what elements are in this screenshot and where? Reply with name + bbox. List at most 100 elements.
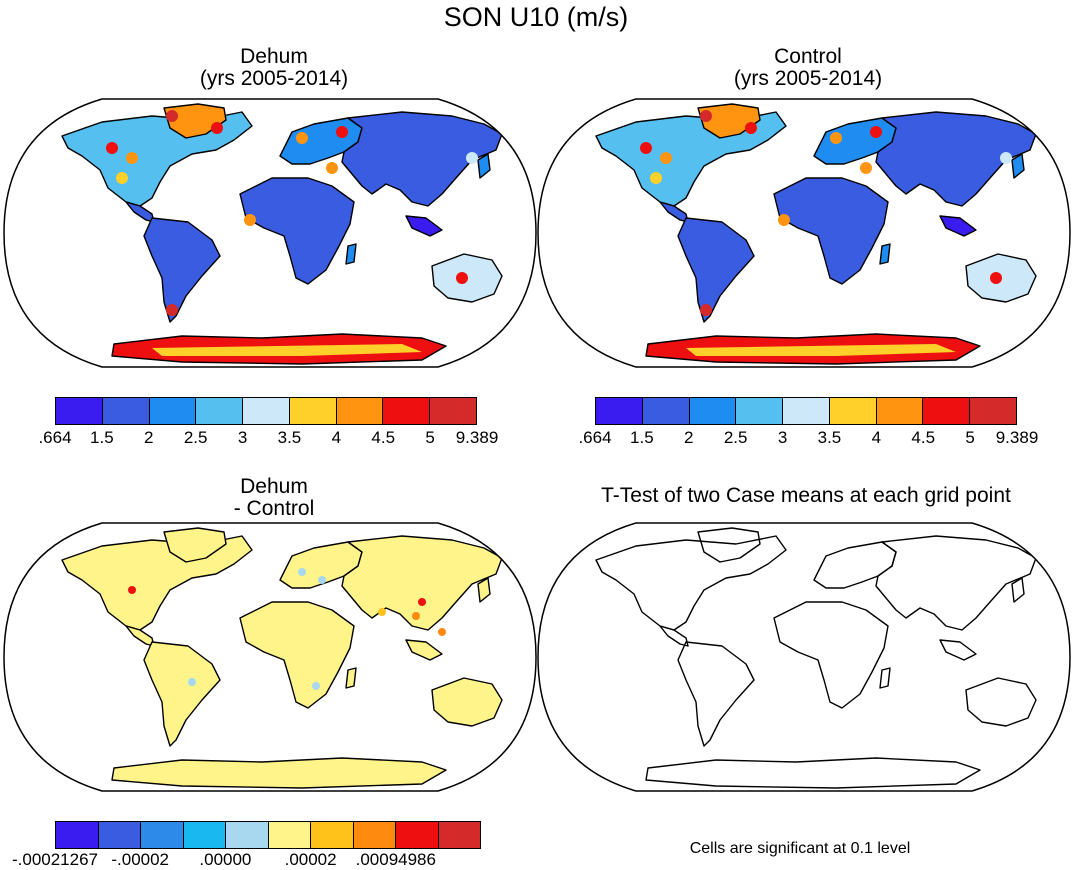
continent-antarctica — [111, 757, 447, 789]
map-border — [3, 522, 537, 792]
wind-speed-patch — [116, 172, 128, 184]
map-border — [3, 98, 537, 368]
colorbar-tick-label: -.00002 — [111, 850, 170, 869]
colorbar-swatch — [183, 822, 226, 848]
continent-japan — [477, 577, 491, 603]
colorbar-swatch — [970, 398, 1017, 424]
difference-colorbar-labels: -.00021267 -.00002 .00000 .00002 .00094986 — [12, 850, 481, 870]
colorbar-swatch — [141, 822, 184, 848]
continent-australia — [431, 677, 503, 727]
significance-note: Cells are significant at 0.1 level — [689, 840, 911, 857]
wind-speed-patch — [296, 132, 308, 144]
continent-northAmerica — [595, 111, 787, 207]
continent-australia — [965, 677, 1037, 727]
colorbar-swatch — [736, 398, 784, 424]
ttest-panel-title: T-Test of two Case means at each grid po… — [601, 484, 1011, 507]
difference-patch — [418, 598, 426, 606]
colorbar-swatch — [396, 822, 439, 848]
continent-indonesia — [939, 639, 977, 661]
colorbar-swatch — [383, 398, 431, 424]
continent-asia — [341, 535, 503, 631]
colorbar-swatch — [829, 398, 877, 424]
difference-patch — [438, 628, 446, 636]
wind-speed-patch — [640, 142, 652, 154]
wind-speed-patch — [106, 142, 118, 154]
colorbar-tick-label: 4 — [871, 428, 882, 447]
figure-title: SON U10 (m/s) — [443, 2, 629, 32]
dehum-title-line2: (yrs 2005-2014) — [199, 67, 349, 90]
continent-africa — [773, 177, 889, 285]
continent-asia — [875, 535, 1037, 631]
wind-speed-patch — [650, 172, 662, 184]
colorbar-swatch — [149, 398, 197, 424]
colorbar-swatch — [311, 822, 354, 848]
continent-asia — [341, 111, 503, 207]
colorbar-swatch — [642, 398, 690, 424]
difference-patch — [298, 568, 306, 576]
continent-southAmerica — [677, 217, 755, 323]
colorbar-swatch — [783, 398, 830, 424]
continent-antarctica — [645, 757, 981, 789]
wind-speed-patch — [778, 214, 790, 226]
difference-panel-title: Dehum - Control — [94, 476, 454, 520]
control-panel-title: Control (yrs 2005-2014) — [628, 46, 988, 90]
ttest-map — [537, 522, 1071, 792]
dehum-title-line1: Dehum — [240, 45, 308, 68]
colorbar-tick-label: 4.5 — [911, 428, 936, 447]
colorbar-swatch — [243, 398, 290, 424]
continent-japan — [477, 153, 491, 179]
map-border — [537, 522, 1071, 792]
control-map — [537, 98, 1071, 368]
continent-northAmerica — [595, 535, 787, 631]
colorbar-tick-label: .664 — [578, 428, 612, 447]
continent-indonesia — [405, 215, 443, 237]
wind-speed-patch — [456, 272, 468, 284]
continent-southAmerica — [143, 641, 221, 747]
antarctic-wind-band — [152, 344, 422, 356]
control-colorbar-labels: .664 1.5 2 2.5 3 3.5 4 4.5 5 9.389 — [578, 428, 1038, 448]
colorbar-tick-label: 5 — [965, 428, 975, 447]
control-title-line2: (yrs 2005-2014) — [733, 67, 883, 90]
colorbar-swatch — [353, 822, 396, 848]
wind-speed-patch — [126, 152, 138, 164]
continent-indonesia — [939, 215, 977, 237]
continent-madagascar — [879, 667, 891, 689]
dehum-colorbar — [55, 397, 477, 425]
difference-patch — [128, 586, 136, 594]
colorbar-swatch — [98, 822, 141, 848]
wind-speed-patch — [166, 110, 178, 122]
wind-speed-patch — [990, 272, 1002, 284]
colorbar-tick-label: 5 — [425, 428, 435, 447]
colorbar-swatch — [56, 398, 103, 424]
colorbar-tick-label: .00002 — [284, 850, 337, 869]
wind-speed-patch — [870, 126, 882, 138]
wind-speed-patch — [244, 214, 256, 226]
colorbar-tick-label: 2 — [144, 428, 154, 447]
wind-speed-patch — [830, 132, 842, 144]
continent-southAmerica — [143, 217, 221, 323]
colorbar-tick-label: 9.389 — [995, 428, 1039, 447]
colorbar-tick-label: 3 — [237, 428, 248, 447]
colorbar-tick-label: -.00021267 — [11, 850, 99, 869]
control-colorbar — [595, 397, 1017, 425]
colorbar-tick-label: 1.5 — [90, 428, 114, 447]
continent-europe — [813, 541, 897, 589]
colorbar-swatch — [596, 398, 643, 424]
colorbar-swatch — [430, 398, 477, 424]
colorbar-tick-label: 3.5 — [277, 428, 302, 447]
continent-greenland — [163, 527, 227, 563]
dehum-map — [3, 98, 537, 368]
wind-speed-patch — [211, 122, 223, 134]
colorbar-tick-label: 9.389 — [455, 428, 499, 447]
continent-southAmerica — [677, 641, 755, 747]
wind-speed-patch — [700, 110, 712, 122]
colorbar-swatch — [289, 398, 337, 424]
wind-speed-patch — [166, 304, 178, 316]
colorbar-swatch — [102, 398, 150, 424]
continent-centralAmerica — [659, 625, 689, 647]
continent-africa — [773, 601, 889, 709]
continent-africa — [239, 601, 355, 709]
colorbar-swatch — [336, 398, 384, 424]
difference-patch — [188, 678, 196, 686]
colorbar-tick-label: 4.5 — [371, 428, 396, 447]
